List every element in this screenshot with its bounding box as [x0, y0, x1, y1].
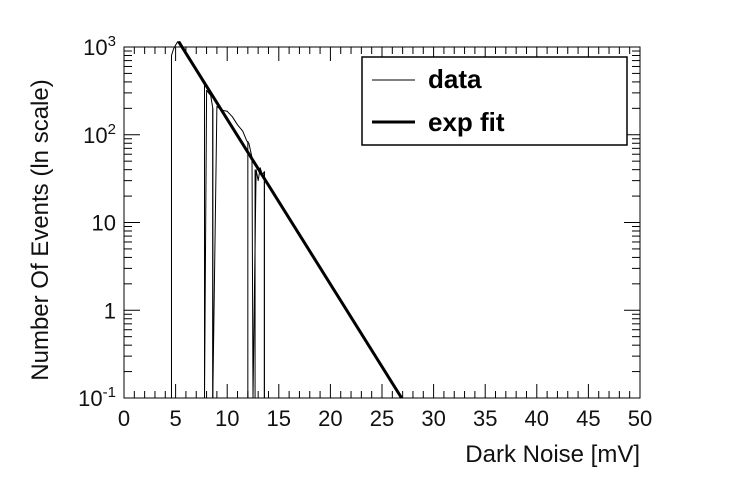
x-tick-label: 45: [576, 406, 600, 431]
x-tick-label: 50: [628, 406, 652, 431]
x-tick-label: 20: [318, 406, 342, 431]
y-tick-label: 10: [92, 211, 116, 236]
axis-ticks: [123, 46, 641, 399]
x-tick-label: 15: [267, 406, 291, 431]
legend-box: [361, 56, 628, 146]
x-tick-label: 5: [169, 406, 181, 431]
x-tick-label: 0: [118, 406, 130, 431]
series-exp-fit-line: [177, 40, 403, 399]
x-tick-label: 40: [525, 406, 549, 431]
y-axis-label: Number Of Events (ln scale): [27, 79, 54, 380]
y-tick-label: 10-1: [78, 384, 116, 411]
x-tick-label: 30: [421, 406, 445, 431]
x-tick-label: 10: [215, 406, 239, 431]
y-tick-label: 103: [83, 33, 116, 60]
legend: data exp fit: [361, 56, 628, 146]
series-data-line: [171, 41, 265, 399]
x-tick-label: 35: [473, 406, 497, 431]
legend-label-data: data: [428, 64, 482, 94]
x-axis-label: Dark Noise [mV]: [465, 441, 640, 468]
y-tick-label: 1: [104, 298, 116, 323]
x-tick-label: 25: [370, 406, 394, 431]
chart-marks: [170, 40, 403, 399]
legend-label-fit: exp fit: [428, 107, 505, 137]
y-tick-label: 102: [83, 121, 116, 148]
